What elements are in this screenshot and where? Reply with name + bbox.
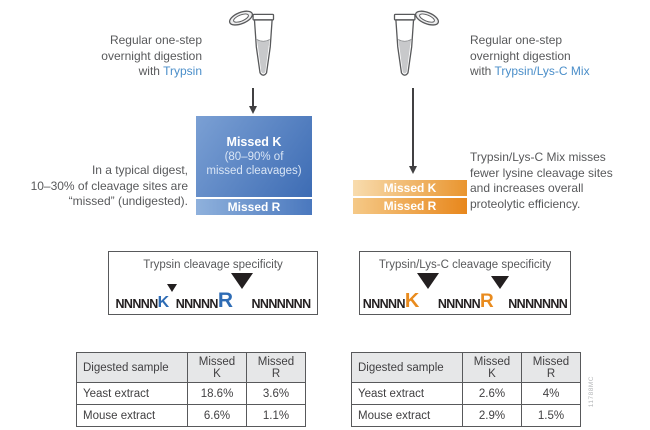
cell-missed-k: 2.9% [462, 404, 522, 427]
cell-missed-r: 1.1% [246, 404, 306, 427]
missed-k-title: Missed K [226, 135, 282, 149]
right-intro-text: Regular one-step overnight digestion wit… [470, 33, 640, 80]
seq-n3: NNNNNNN [508, 296, 568, 311]
cell-missed-r: 4% [521, 382, 581, 405]
seq-n1: NNNNN [115, 296, 158, 311]
right-intro-line2: overnight digestion [470, 48, 571, 63]
cleavage-arrow-icon [230, 273, 253, 289]
right-note-text: Trypsin/Lys-C Mix misses fewer lysine cl… [470, 150, 645, 212]
spec-box-title: Trypsin/Lys-C cleavage specificity [378, 259, 552, 271]
table-header-row: Digested sample Missed K Missed R [351, 352, 581, 383]
missed-k-bar-right: Missed K [353, 180, 467, 196]
seq-n2: NNNNN [175, 296, 219, 311]
right-intro-line3: with Trypsin/Lys-C Mix [470, 64, 590, 78]
cleavage-arrow-icon [166, 284, 177, 292]
cell-sample: Yeast extract [76, 382, 188, 405]
left-note-line1: In a typical digest, [91, 163, 188, 177]
cell-missed-r: 3.6% [246, 382, 306, 405]
missed-k-sub1: (80–90% of [224, 151, 284, 163]
cell-missed-r: 1.5% [521, 404, 581, 427]
cell-missed-k: 18.6% [187, 382, 247, 405]
header-digested-sample: Digested sample [351, 352, 463, 383]
left-intro-text: Regular one-step overnight digestion wit… [30, 33, 202, 80]
trypsin-lysc-specificity-box: Trypsin/Lys-C cleavage specificity NNNNN… [359, 251, 571, 315]
table-row: Mouse extract 2.9% 1.5% [351, 404, 581, 427]
table-row: Mouse extract 6.6% 1.1% [76, 404, 306, 427]
arrow-shaft [252, 88, 254, 106]
left-intro-line2: overnight digestion [101, 48, 202, 63]
left-intro-line3: with Trypsin [138, 64, 202, 78]
cell-sample: Yeast extract [351, 382, 463, 405]
cleavage-arrow-icon [416, 273, 439, 289]
right-note-line2: fewer lysine cleavage sites [470, 165, 613, 180]
table-row: Yeast extract 2.6% 4% [351, 382, 581, 405]
right-enzyme-name: Trypsin/Lys-C Mix [494, 64, 590, 78]
header-missed-r: Missed R [521, 352, 581, 383]
seq-residue-r: R [480, 290, 494, 312]
arrow-shaft [412, 88, 414, 166]
left-enzyme-name: Trypsin [163, 64, 202, 78]
figure-number-watermark: 11788MC [588, 376, 595, 408]
right-note-line3: and increases overall [470, 181, 584, 195]
missed-r-bar-right: Missed R [353, 198, 467, 214]
right-note-line4: proteolytic efficiency. [470, 196, 581, 211]
missed-k-sub2: missed cleavages) [206, 165, 302, 177]
microtube-icon [388, 7, 440, 83]
right-intro-line1: Regular one-step [470, 33, 563, 47]
microtube-right-svg [393, 10, 440, 76]
seq-n2: NNNNN [437, 296, 481, 311]
seq-residue-k: K [404, 290, 419, 312]
left-note-line2: 10–30% of cleavage sites are [30, 178, 188, 193]
seq-n1: NNNNN [362, 296, 406, 311]
seq-residue-k: K [157, 294, 170, 312]
arrow-head-icon [249, 106, 257, 114]
spec-box-title: Trypsin cleavage specificity [143, 259, 283, 271]
cleavage-arrow-icon [491, 276, 510, 289]
table-row: Yeast extract 18.6% 3.6% [76, 382, 306, 405]
left-intro-line1: Regular one-step [109, 33, 202, 47]
cell-missed-k: 2.6% [462, 382, 522, 405]
missed-k-box-left: Missed K (80–90% of missed cleavages) [196, 116, 312, 197]
left-note-line3: “missed” (undigested). [68, 194, 188, 208]
left-note-text: In a typical digest, 10–30% of cleavage … [6, 163, 188, 210]
microtube-icon [228, 7, 280, 83]
trypsin-results-table: Digested sample Missed K Missed R Yeast … [76, 352, 306, 427]
down-arrow-left [247, 88, 259, 114]
header-digested-sample: Digested sample [76, 352, 188, 383]
header-missed-k: Missed K [462, 352, 522, 383]
cell-sample: Mouse extract [76, 404, 188, 427]
cell-sample: Mouse extract [351, 404, 463, 427]
down-arrow-right [407, 88, 419, 174]
header-missed-r: Missed R [246, 352, 306, 383]
arrow-head-icon [409, 166, 417, 174]
missed-r-bar-left: Missed R [196, 199, 312, 215]
seq-residue-r: R [217, 289, 233, 313]
cell-missed-k: 6.6% [187, 404, 247, 427]
right-note-line1: Trypsin/Lys-C Mix misses [470, 150, 606, 164]
peptide-sequence: NNNNN K NNNNN R NNNNNNN [362, 272, 568, 312]
header-missed-k: Missed K [187, 352, 247, 383]
trypsin-specificity-box: Trypsin cleavage specificity NNNNN K NNNNN… [108, 251, 318, 315]
peptide-sequence: NNNNN K NNNNN R NNNNNNN [115, 272, 312, 313]
trypsin-lysc-results-table: Digested sample Missed K Missed R Yeast … [351, 352, 581, 427]
seq-n3: NNNNNNN [251, 296, 312, 311]
table-header-row: Digested sample Missed K Missed R [76, 352, 306, 383]
microtube-left-svg [228, 10, 275, 76]
